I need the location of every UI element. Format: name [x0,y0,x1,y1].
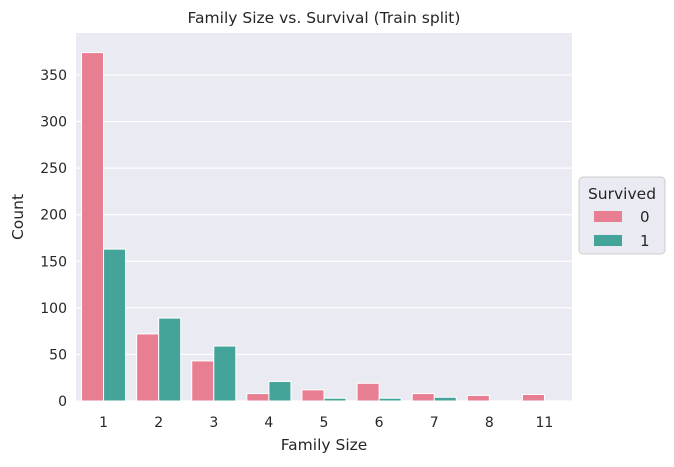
y-tick-label: 0 [58,394,67,410]
x-tick-label: 7 [430,415,439,431]
legend-swatch-1 [594,235,622,246]
y-tick-label: 200 [40,208,67,224]
bar-6-survived-0 [356,382,380,402]
x-tick-label: 8 [485,415,494,431]
bar-4-survived-1 [268,380,292,402]
y-tick-label: 50 [49,347,67,363]
x-tick-label: 1 [99,415,108,431]
y-tick-label: 350 [40,68,67,84]
bar-8-survived-0 [466,394,490,402]
legend-swatch-0 [594,211,622,222]
bar-3-survived-0 [191,360,215,402]
bar-2-survived-1 [158,317,182,402]
chart-title: Family Size vs. Survival (Train split) [188,9,461,27]
x-axis-label: Family Size [281,436,368,454]
bar-1-survived-1 [103,248,127,402]
bar-4-survived-0 [246,393,270,402]
bar-3-survived-1 [213,345,237,402]
y-tick-label: 300 [40,115,67,131]
legend-label-1: 1 [640,232,650,250]
y-axis-ticks: 0 50 100 150 200 250 300 350 [40,68,67,410]
bar-2-survived-0 [136,333,160,402]
y-axis-label: Count [9,194,27,240]
y-tick-label: 100 [40,301,67,317]
bar-7-survived-1 [433,396,457,402]
x-tick-label: 11 [536,415,554,431]
bar-1-survived-0 [81,52,105,402]
legend-label-0: 0 [640,208,650,226]
x-tick-label: 6 [375,415,384,431]
bar-5-survived-1 [323,397,347,402]
x-tick-label: 3 [209,415,218,431]
legend: Survived 0 1 [578,176,666,255]
y-tick-label: 250 [40,161,67,177]
x-tick-label: 2 [154,415,163,431]
legend-title: Survived [588,185,656,203]
x-tick-label: 5 [320,415,329,431]
bar-5-survived-0 [301,389,325,402]
bars [81,52,545,402]
y-tick-label: 150 [40,254,67,270]
bar-6-survived-1 [378,397,402,402]
x-axis-ticks: 1 2 3 4 5 6 7 8 11 [99,415,553,431]
bar-11-survived-0 [521,393,545,402]
bar-7-survived-0 [411,393,435,402]
x-tick-label: 4 [264,415,273,431]
